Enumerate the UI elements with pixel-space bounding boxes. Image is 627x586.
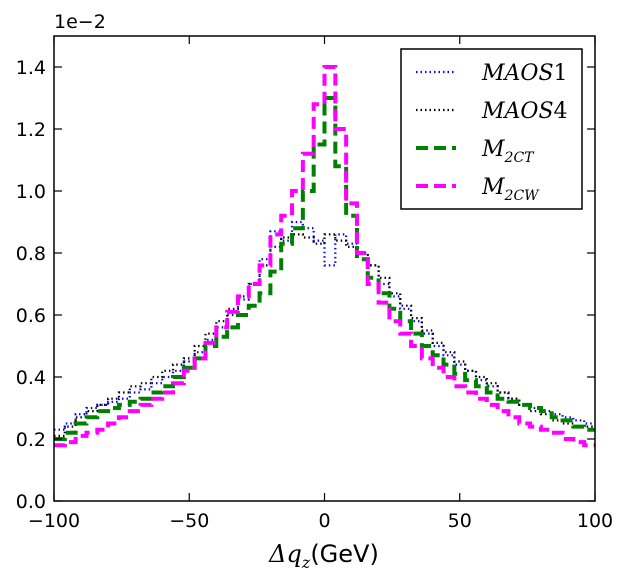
series-layer bbox=[54, 65, 595, 448]
y-tick-label: 0.2 bbox=[16, 429, 46, 451]
y-axis: 0.0 0.2 0.4 0.6 0.8 1.0 1.2 1.4 bbox=[16, 57, 595, 513]
x-axis-title-subscript: z bbox=[301, 553, 311, 572]
legend: MAOS1 MAOS4 M2CT M2CW bbox=[400, 48, 583, 210]
legend-box bbox=[400, 48, 583, 210]
x-tick-label: −50 bbox=[169, 510, 209, 532]
x-axis-title: Δqz(GeV) bbox=[268, 540, 379, 572]
y-tick-label: 0.0 bbox=[16, 491, 46, 513]
y-tick-label: 1.0 bbox=[16, 181, 46, 203]
series-line-m2ct bbox=[54, 96, 595, 441]
series-line-maos1 bbox=[54, 220, 595, 431]
x-axis: −100 −50 0 50 100 bbox=[28, 36, 613, 532]
y-scale-label: 1e−2 bbox=[54, 11, 106, 33]
x-tick-label: 100 bbox=[577, 510, 613, 532]
x-tick-label: −100 bbox=[28, 510, 80, 532]
y-tick-label: 0.6 bbox=[16, 305, 46, 327]
y-tick-label: 1.2 bbox=[16, 119, 46, 141]
legend-label-maos1: MAOS1 bbox=[481, 61, 568, 86]
series-line-m2cw bbox=[54, 65, 595, 448]
y-tick-label: 0.4 bbox=[16, 367, 46, 389]
y-tick-label: 0.8 bbox=[16, 243, 46, 265]
x-axis-title-symbol: Δq bbox=[268, 540, 302, 568]
legend-label-m2ct: M2CT bbox=[481, 137, 535, 166]
y-tick-label: 1.4 bbox=[16, 57, 46, 79]
x-tick-label: 0 bbox=[318, 510, 330, 532]
x-axis-title-unit: (GeV) bbox=[310, 540, 379, 568]
legend-label-m2cw: M2CW bbox=[481, 175, 540, 204]
legend-label-maos4: MAOS4 bbox=[481, 99, 568, 124]
x-tick-label: 50 bbox=[448, 510, 472, 532]
